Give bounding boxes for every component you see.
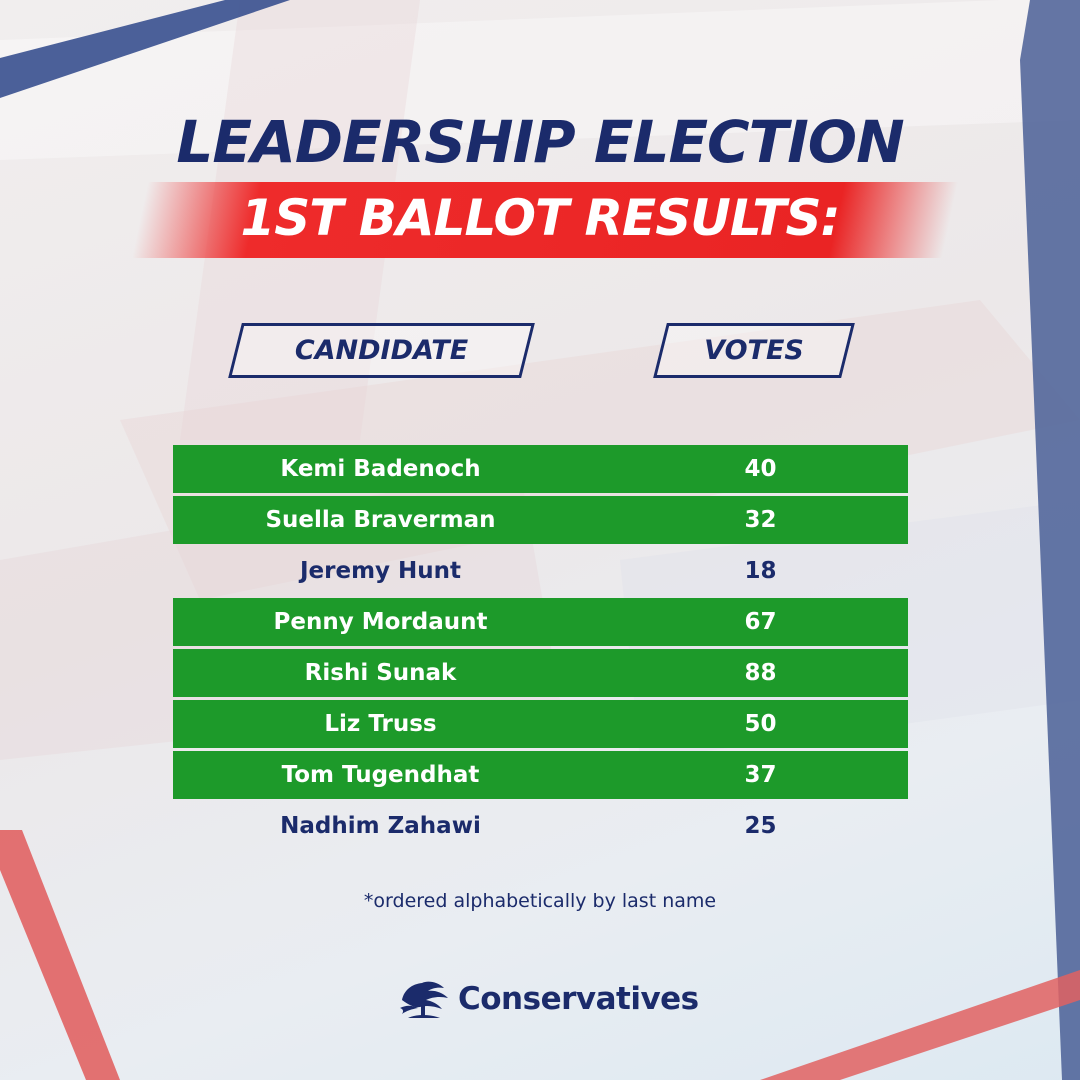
table-row: Tom Tugendhat 37 (173, 751, 908, 799)
page-title: LEADERSHIP ELECTION (176, 108, 904, 176)
tree-icon (400, 981, 448, 1018)
vote-count: 25 (744, 813, 777, 839)
vote-count: 40 (744, 456, 777, 482)
candidate-name: Penny Mordaunt (273, 609, 488, 635)
table-row: Jeremy Hunt 18 (173, 547, 908, 595)
footnote: *ordered alphabetically by last name (363, 890, 717, 912)
votes-column-label: VOTES (704, 335, 804, 366)
candidate-name: Rishi Sunak (304, 660, 457, 686)
vote-count: 32 (744, 507, 777, 533)
table-row: Rishi Sunak 88 (173, 649, 908, 697)
table-row: Nadhim Zahawi 25 (173, 802, 908, 850)
candidate-name: Tom Tugendhat (281, 762, 480, 788)
table-row: Suella Braverman 32 (173, 496, 908, 544)
page-subtitle: 1ST BALLOT RESULTS: (240, 189, 840, 247)
vote-count: 18 (744, 558, 777, 584)
table-row: Kemi Badenoch 40 (173, 445, 908, 493)
table-row: Penny Mordaunt 67 (173, 598, 908, 646)
vote-count: 50 (744, 711, 777, 737)
candidate-name: Kemi Badenoch (280, 456, 481, 482)
candidate-name: Jeremy Hunt (299, 558, 462, 584)
candidate-column-header: CANDIDATE (228, 323, 535, 378)
candidate-column-label: CANDIDATE (294, 335, 469, 366)
logo-text: Conservatives (458, 981, 699, 1017)
vote-count: 37 (744, 762, 777, 788)
candidate-name: Liz Truss (324, 711, 437, 737)
candidate-name: Suella Braverman (265, 507, 496, 533)
table-row: Liz Truss 50 (173, 700, 908, 748)
results-table: Kemi Badenoch 40 Suella Braverman 32 Jer… (173, 445, 908, 853)
candidate-name: Nadhim Zahawi (280, 813, 481, 839)
votes-column-header: VOTES (653, 323, 855, 378)
vote-count: 88 (744, 660, 777, 686)
vote-count: 67 (744, 609, 777, 635)
